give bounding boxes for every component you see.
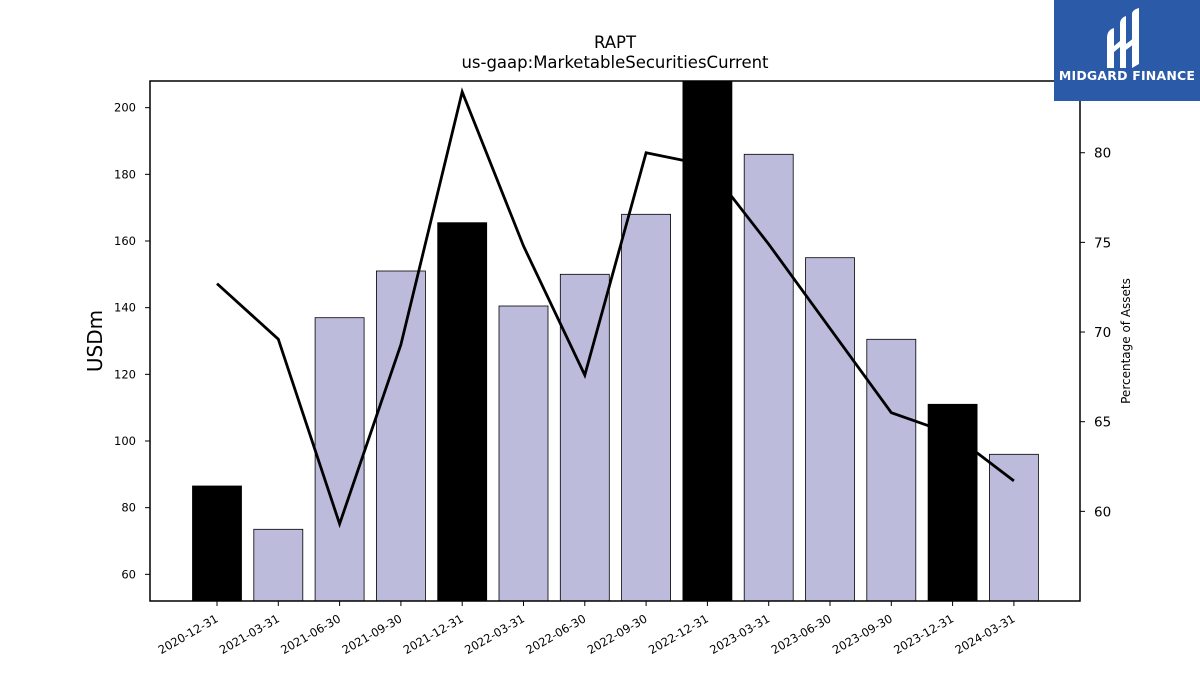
y2-axis-label: Percentage of Assets xyxy=(1119,278,1133,404)
bar-2023-09-30 xyxy=(866,338,917,602)
x-tick-label: 2022-03-31 xyxy=(462,611,527,657)
left-axis: 60 80 100 120 140 160 180 200 xyxy=(114,101,150,581)
y-tick-label: 200 xyxy=(114,101,136,115)
bar-2022-09-30 xyxy=(621,213,671,602)
y-tick-label: 80 xyxy=(121,501,136,515)
line-layer xyxy=(216,87,1015,529)
bar-2021-06-30 xyxy=(314,317,365,602)
y2-tick-label: 60 xyxy=(1094,504,1111,520)
bar-2021-03-31 xyxy=(253,528,304,602)
x-tick-label: 2021-09-30 xyxy=(340,611,405,657)
brand-logo: MIDGARD FINANCE xyxy=(1054,0,1200,101)
y2-tick-label: 75 xyxy=(1094,235,1111,251)
x-tick-label: 2023-09-30 xyxy=(830,611,895,657)
bar-2021-12-31 xyxy=(437,222,488,602)
bar-2023-12-31 xyxy=(927,403,978,602)
chart-title: RAPT xyxy=(594,33,637,52)
y-tick-label: 160 xyxy=(114,234,136,248)
x-tick-label: 2023-03-31 xyxy=(707,611,772,657)
y-tick-label: 180 xyxy=(114,167,136,181)
logo-mark-icon xyxy=(1107,8,1139,68)
y-axis-label: USDm xyxy=(83,310,107,372)
bar-2023-03-31 xyxy=(743,153,794,602)
y-tick-label: 100 xyxy=(114,434,136,448)
y-tick-label: 140 xyxy=(114,301,136,315)
x-tick-label: 2020-12-31 xyxy=(156,611,221,657)
x-tick-label: 2021-06-30 xyxy=(278,611,343,657)
x-tick-label: 2022-09-30 xyxy=(585,611,650,657)
x-tick-label: 2023-06-30 xyxy=(769,611,834,657)
bar-2024-03-31 xyxy=(989,453,1039,602)
right-axis: 60 65 70 75 80 xyxy=(1080,146,1111,520)
x-tick-label: 2024-03-31 xyxy=(953,611,1018,657)
bars-layer xyxy=(192,80,1039,602)
x-tick-label: 2021-12-31 xyxy=(401,611,466,657)
y-tick-label: 60 xyxy=(121,567,136,581)
x-tick-label: 2023-12-31 xyxy=(891,611,956,657)
logo-text: MIDGARD FINANCE xyxy=(1058,68,1196,83)
plot-frame xyxy=(149,80,1081,602)
bar-2023-06-30 xyxy=(805,257,855,602)
bar-2020-12-31 xyxy=(192,485,242,602)
bar-2022-06-30 xyxy=(559,273,610,602)
x-tick-label: 2022-12-31 xyxy=(646,611,711,657)
bar-2022-12-31 xyxy=(682,80,733,602)
x-axis: 2020-12-312021-03-312021-06-302021-09-30… xyxy=(156,601,1018,657)
bar-2022-03-31 xyxy=(498,305,549,602)
series-line xyxy=(216,87,1015,529)
y2-tick-label: 65 xyxy=(1094,415,1111,431)
bar-2021-09-30 xyxy=(375,270,426,602)
x-tick-label: 2021-03-31 xyxy=(217,611,282,657)
x-tick-label: 2022-06-30 xyxy=(523,611,588,657)
y2-tick-label: 80 xyxy=(1094,146,1111,162)
chart-subtitle: us-gaap:MarketableSecuritiesCurrent xyxy=(461,53,769,72)
y-tick-label: 120 xyxy=(114,367,136,381)
y2-tick-label: 70 xyxy=(1094,325,1111,341)
